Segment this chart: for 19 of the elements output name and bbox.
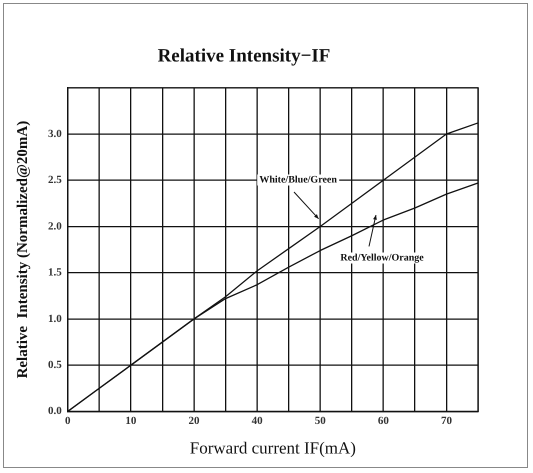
x-tick-label: 10 <box>125 414 137 427</box>
x-tick-label: 60 <box>378 414 390 427</box>
y-tick-label: 0.0 <box>48 405 62 418</box>
x-tick-label: 70 <box>440 414 452 427</box>
x-tick-label: 20 <box>188 414 200 427</box>
y-axis-title: Relative Intensity (Normalized@20mA) <box>14 120 31 378</box>
y-tick-label: 0.5 <box>48 359 62 372</box>
y-tick-label: 3.0 <box>48 128 62 140</box>
x-tick-label: 50 <box>314 414 326 427</box>
text: White/Blue/Green <box>257 174 339 186</box>
x-axis-title: Forward current IF(mA) <box>190 438 356 458</box>
series-label: Red/Yellow/Orange <box>338 252 426 264</box>
y-tick-label: 2.0 <box>48 220 62 232</box>
chart-title: Relative Intensity−IF <box>158 45 330 66</box>
x-tick-label: 40 <box>252 414 264 427</box>
y-tick-label: 1.0 <box>48 312 62 325</box>
x-tick-label: 0 <box>65 414 71 427</box>
y-tick-label: 2.5 <box>48 174 62 186</box>
y-tick-label: 1.5 <box>48 266 62 279</box>
